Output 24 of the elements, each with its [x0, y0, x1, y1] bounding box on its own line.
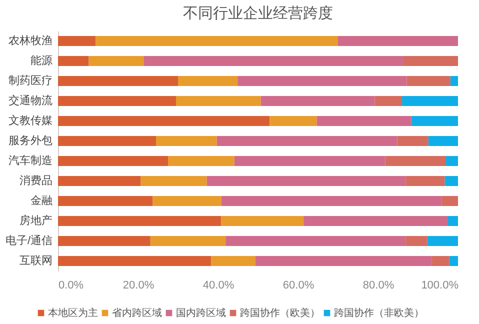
x-tick-label: 100.0% [421, 280, 459, 292]
y-tick-label: 汽车制造 [8, 154, 52, 167]
legend-label: 本地区为主 [48, 307, 98, 319]
legend-label: 国内跨区域 [176, 307, 226, 319]
y-tick-label: 文教传媒 [8, 114, 52, 127]
y-tick-label: 房地产 [20, 214, 52, 227]
legend-label: 跨国协作（欧美） [240, 307, 320, 319]
y-tick-label: 交通物流 [8, 94, 52, 107]
x-tick-label: 40.0% [202, 280, 234, 292]
legend-label: 省内跨区域 [112, 307, 162, 319]
x-tick-label: 80.0% [362, 280, 394, 292]
y-tick-label: 电子/通信 [5, 234, 52, 247]
y-tick-label: 消费品 [20, 174, 52, 187]
y-tick-label: 能源 [30, 54, 52, 67]
legend-label: 跨国协作（非欧美） [334, 307, 424, 319]
x-tick-label: 0.0% [58, 280, 84, 292]
x-tick-label: 60.0% [282, 280, 314, 292]
x-tick-label: 20.0% [122, 280, 154, 292]
y-tick-label: 制药医疗 [8, 74, 52, 87]
y-tick-label: 金融 [30, 195, 52, 207]
y-tick-label: 农林牧渔 [8, 34, 52, 47]
y-tick-label: 服务外包 [8, 135, 52, 147]
chart-title: 不同行业企业经营跨度 [183, 5, 333, 22]
y-tick-label: 互联网 [20, 255, 52, 267]
